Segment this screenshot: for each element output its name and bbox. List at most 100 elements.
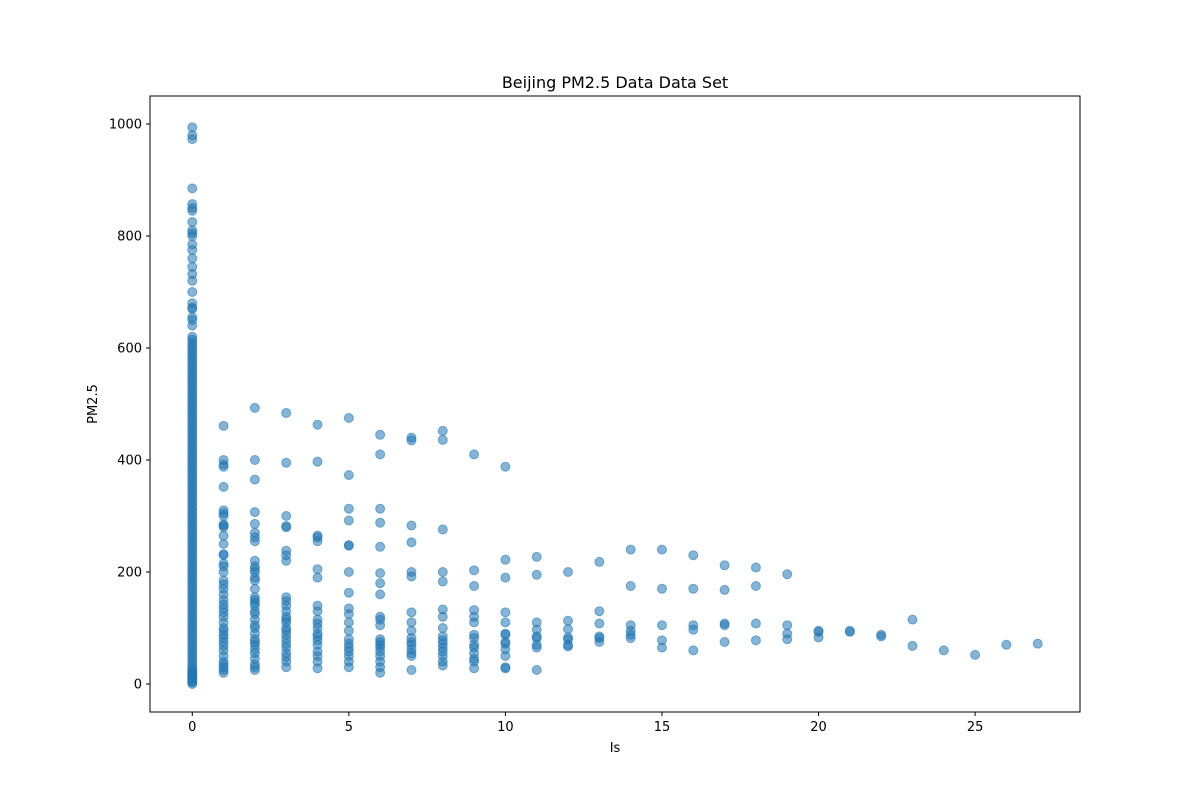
data-point <box>187 225 198 236</box>
data-point <box>375 541 386 552</box>
data-point <box>531 617 542 628</box>
data-point <box>375 589 386 600</box>
data-point <box>218 549 229 560</box>
data-point <box>406 432 417 443</box>
data-point <box>187 183 198 194</box>
data-point <box>437 567 448 577</box>
data-point <box>500 617 511 628</box>
data-point <box>750 618 761 629</box>
x-tick-label: 10 <box>497 720 514 735</box>
data-point <box>218 530 229 541</box>
data-point <box>187 217 198 227</box>
data-point <box>625 581 636 591</box>
data-point <box>656 635 667 646</box>
data-point <box>1032 638 1043 649</box>
data-point <box>375 634 386 645</box>
data-point <box>563 615 574 626</box>
data-point <box>343 413 354 423</box>
data-point <box>312 600 323 611</box>
data-point <box>375 578 386 589</box>
data-point <box>500 628 511 639</box>
data-point <box>782 620 793 631</box>
data-point <box>437 576 448 587</box>
data-point <box>312 614 323 625</box>
data-point <box>281 521 292 532</box>
data-point <box>343 503 354 514</box>
data-point <box>375 568 386 579</box>
data-point <box>437 524 448 535</box>
data-point <box>281 592 292 603</box>
data-point <box>469 629 480 640</box>
y-axis-ticks: 0 200 400 600 800 1000 <box>109 118 150 693</box>
data-point <box>719 584 730 595</box>
data-point <box>688 583 699 594</box>
data-point <box>750 635 761 646</box>
data-point <box>563 632 574 643</box>
data-point <box>813 625 824 636</box>
data-point <box>437 425 448 436</box>
data-point <box>907 614 918 625</box>
data-point <box>531 569 542 580</box>
data-point <box>249 402 260 413</box>
data-point <box>343 540 354 551</box>
data-point <box>406 520 417 531</box>
data-point <box>218 420 229 431</box>
data-point <box>970 649 981 660</box>
data-point <box>187 298 198 309</box>
data-point <box>343 634 354 645</box>
data-point <box>688 645 699 656</box>
data-point <box>375 429 386 440</box>
data-point <box>750 562 761 573</box>
data-point <box>656 620 667 631</box>
y-tick-label: 200 <box>117 566 142 581</box>
data-point <box>375 503 386 514</box>
data-point <box>782 628 793 639</box>
data-point <box>218 519 229 530</box>
data-point <box>375 611 386 622</box>
data-point <box>563 624 574 635</box>
data-point <box>249 518 260 529</box>
data-point <box>249 583 260 594</box>
data-point <box>656 583 667 594</box>
y-tick-label: 1000 <box>109 118 142 133</box>
data-point <box>656 544 667 555</box>
data-point <box>312 564 323 575</box>
data-point <box>187 287 198 297</box>
data-point <box>406 617 417 628</box>
data-point <box>1001 639 1012 650</box>
data-point <box>500 461 511 472</box>
y-tick-label: 0 <box>134 678 142 693</box>
x-tick-label: 15 <box>654 720 671 735</box>
data-point <box>688 550 699 561</box>
data-point <box>437 434 448 445</box>
data-point <box>876 629 887 640</box>
data-point <box>187 199 198 210</box>
data-point <box>312 456 323 467</box>
data-point <box>312 530 323 541</box>
x-axis-label: Is <box>610 741 621 756</box>
data-point <box>281 407 292 418</box>
data-point <box>719 637 730 647</box>
data-point <box>281 545 292 556</box>
data-point <box>406 567 417 577</box>
data-point <box>531 665 542 675</box>
data-point <box>406 625 417 636</box>
x-tick-label: 0 <box>188 720 196 735</box>
data-point <box>750 581 761 591</box>
y-tick-label: 800 <box>117 230 142 245</box>
data-point <box>594 556 605 567</box>
data-point <box>249 592 260 603</box>
data-point <box>406 537 417 548</box>
data-point <box>625 620 636 631</box>
data-point <box>187 261 198 272</box>
data-point <box>218 481 229 492</box>
chart-title: Beijing PM2.5 Data Data Set <box>502 73 728 92</box>
data-point <box>343 470 354 481</box>
data-point <box>469 449 480 460</box>
data-point <box>375 517 386 528</box>
y-tick-label: 600 <box>117 342 142 357</box>
data-point <box>688 620 699 631</box>
data-point <box>437 623 448 633</box>
data-point <box>375 449 386 460</box>
